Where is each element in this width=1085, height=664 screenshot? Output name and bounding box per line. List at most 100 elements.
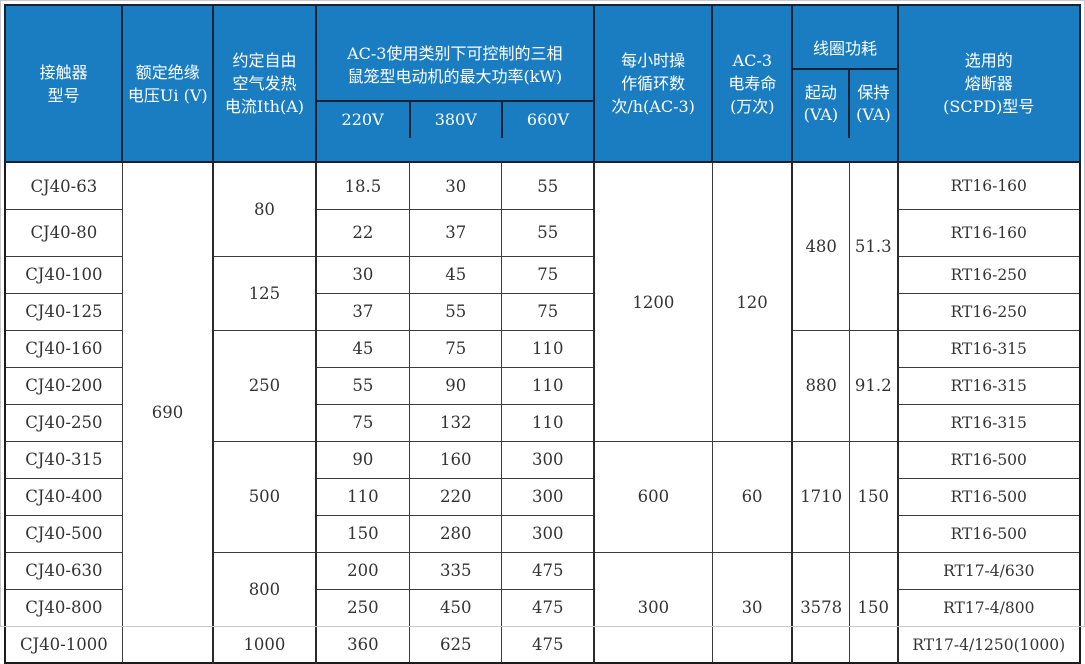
cell-cycles-per-hour: 600 xyxy=(593,440,713,553)
cell-model: CJ40-100 xyxy=(4,255,123,294)
cell-model: CJ40-800 xyxy=(4,588,123,627)
header-power-380v: 380V xyxy=(408,102,501,139)
table-body: CJ40-63 690 80 18.5 30 55 1200 120 480 51.3 RT16-1… xyxy=(4,161,1081,664)
cell-model: CJ40-200 xyxy=(4,366,123,405)
cell-thermal-current: 1000 xyxy=(212,625,317,664)
cell-power-220v: 18.5 xyxy=(314,161,411,210)
cell-power-660v: 300 xyxy=(501,440,595,479)
header-coil-group: 线圈功耗 起动 (VA) 保持 (VA) xyxy=(791,3,899,164)
cell-fuse-model: RT16-500 xyxy=(896,440,1081,479)
cell-thermal-current: 125 xyxy=(212,255,317,331)
cell-electrical-life: 60 xyxy=(711,440,793,553)
cell-model: CJ40-1000 xyxy=(4,625,123,664)
cell-rated-voltage: 690 xyxy=(121,161,214,664)
cell-power-380v: 220 xyxy=(409,477,503,516)
cell-fuse-model: RT16-500 xyxy=(896,477,1081,516)
cell-power-660v: 110 xyxy=(501,329,595,368)
cell-power-380v: 75 xyxy=(409,329,503,368)
cell-fuse-model: RT17-4/630 xyxy=(896,551,1081,590)
cell-model: CJ40-315 xyxy=(4,440,123,479)
header-fuse: 选用的 熔断器 (SCPD)型号 xyxy=(896,3,1082,164)
table-row: CJ40-200 55 90 110 RT16-315 xyxy=(4,366,1081,405)
cell-thermal-current: 500 xyxy=(212,440,317,553)
cell-power-380v: 160 xyxy=(409,440,503,479)
cell-power-660v: 475 xyxy=(501,551,595,590)
table-row: CJ40-500 150 280 300 RT16-500 xyxy=(4,514,1081,553)
table-row: CJ40-80 22 37 55 RT16-160 xyxy=(4,208,1081,257)
cell-model: CJ40-250 xyxy=(4,403,123,442)
cell-power-660v: 55 xyxy=(501,161,595,210)
cell-power-380v: 45 xyxy=(409,255,503,294)
cell-thermal-current: 800 xyxy=(212,551,317,627)
cell-fuse-model: RT16-315 xyxy=(896,403,1081,442)
cell-coil-hold: 51.3 xyxy=(848,161,899,331)
cell-model: CJ40-400 xyxy=(4,477,123,516)
table-row: CJ40-100 125 30 45 75 RT16-250 xyxy=(4,255,1081,331)
cell-power-220v: 90 xyxy=(314,440,411,479)
cell-fuse-model: RT17-4/1250(1000) xyxy=(896,625,1081,664)
cell-power-220v: 22 xyxy=(314,208,411,257)
cell-power-380v: 37 xyxy=(409,208,503,257)
cell-fuse-model: RT16-250 xyxy=(896,255,1081,294)
cell-power-220v: 110 xyxy=(314,477,411,516)
cell-power-220v: 55 xyxy=(314,366,411,405)
table-row: CJ40-250 75 132 110 RT16-315 xyxy=(4,403,1081,442)
header-power-660v: 660V xyxy=(500,102,593,139)
cell-power-220v: 360 xyxy=(314,625,411,664)
header-life: AC-3 电寿命 (万次) xyxy=(711,3,794,164)
cell-coil-start: 480 xyxy=(791,161,850,331)
cell-power-660v: 475 xyxy=(501,625,595,664)
header-cycles: 每小时操 作循环数 次/h(AC-3) xyxy=(593,3,714,164)
cell-fuse-model: RT16-315 xyxy=(896,329,1081,368)
cell-power-660v: 300 xyxy=(501,514,595,553)
cell-fuse-model: RT16-160 xyxy=(896,208,1081,257)
cell-coil-start: 3578 xyxy=(791,551,850,664)
cell-model: CJ40-160 xyxy=(4,329,123,368)
cell-power-380v: 450 xyxy=(409,588,503,627)
cell-power-660v: 300 xyxy=(501,477,595,516)
cell-power-220v: 200 xyxy=(314,551,411,590)
table-row: CJ40-800 250 450 475 RT17-4/800 xyxy=(4,588,1081,627)
cell-power-660v: 110 xyxy=(501,403,595,442)
table-row: CJ40-63 690 80 18.5 30 55 1200 120 480 51.3 RT16-1… xyxy=(4,161,1081,664)
header-rated-voltage: 额定绝缘 电压Ui (V) xyxy=(121,3,215,164)
cell-power-380v: 335 xyxy=(409,551,503,590)
cell-power-220v: 30 xyxy=(314,255,411,294)
table-row: CJ40-160 250 45 75 110 880 91.2 RT16-315 xyxy=(4,329,1081,442)
cell-model: CJ40-500 xyxy=(4,514,123,553)
cell-power-220v: 75 xyxy=(314,403,411,442)
cell-cycles-per-hour: 1200 xyxy=(593,161,713,442)
cell-model: CJ40-80 xyxy=(4,208,123,257)
header-coil-start: 起动 (VA) xyxy=(803,82,839,125)
cell-coil-start: 880 xyxy=(791,329,850,442)
header-model: 接触器 型号 xyxy=(3,3,124,164)
cell-electrical-life: 120 xyxy=(711,161,793,442)
cell-electrical-life: 30 xyxy=(711,551,793,664)
cell-power-660v: 55 xyxy=(501,208,595,257)
table-row: CJ40-400 110 220 300 RT16-500 xyxy=(4,477,1081,516)
cell-fuse-model: RT16-250 xyxy=(896,292,1081,331)
cell-power-660v: 110 xyxy=(501,366,595,405)
cell-model: CJ40-630 xyxy=(4,551,123,590)
cell-fuse-model: RT17-4/800 xyxy=(896,588,1081,627)
cell-fuse-model: RT16-315 xyxy=(896,366,1081,405)
cell-coil-hold: 150 xyxy=(848,551,899,664)
cell-power-380v: 280 xyxy=(409,514,503,553)
cell-power-220v: 250 xyxy=(314,588,411,627)
cell-coil-hold: 91.2 xyxy=(848,329,899,442)
cell-thermal-current: 80 xyxy=(212,161,317,257)
cell-coil-start: 1710 xyxy=(791,440,850,553)
cell-power-660v: 75 xyxy=(501,255,595,294)
header-coil-hold: 保持 (VA) xyxy=(848,70,896,139)
cell-power-380v: 132 xyxy=(409,403,503,442)
cell-fuse-model: RT16-160 xyxy=(896,161,1081,210)
cell-power-380v: 90 xyxy=(409,366,503,405)
cell-power-380v: 625 xyxy=(409,625,503,664)
cell-power-220v: 37 xyxy=(314,292,411,331)
header-power-title: AC-3使用类别下可控制的三相 鼠笼型电动机的最大功率(kW) xyxy=(316,29,594,103)
cell-power-380v: 30 xyxy=(409,161,503,210)
table-header: 接触器 型号 额定绝缘 电压Ui (V) 约定自由 空气发热 电流Ith(A) … xyxy=(3,3,1082,164)
cell-power-660v: 75 xyxy=(501,292,595,331)
header-power-220v: 220V xyxy=(341,109,384,129)
